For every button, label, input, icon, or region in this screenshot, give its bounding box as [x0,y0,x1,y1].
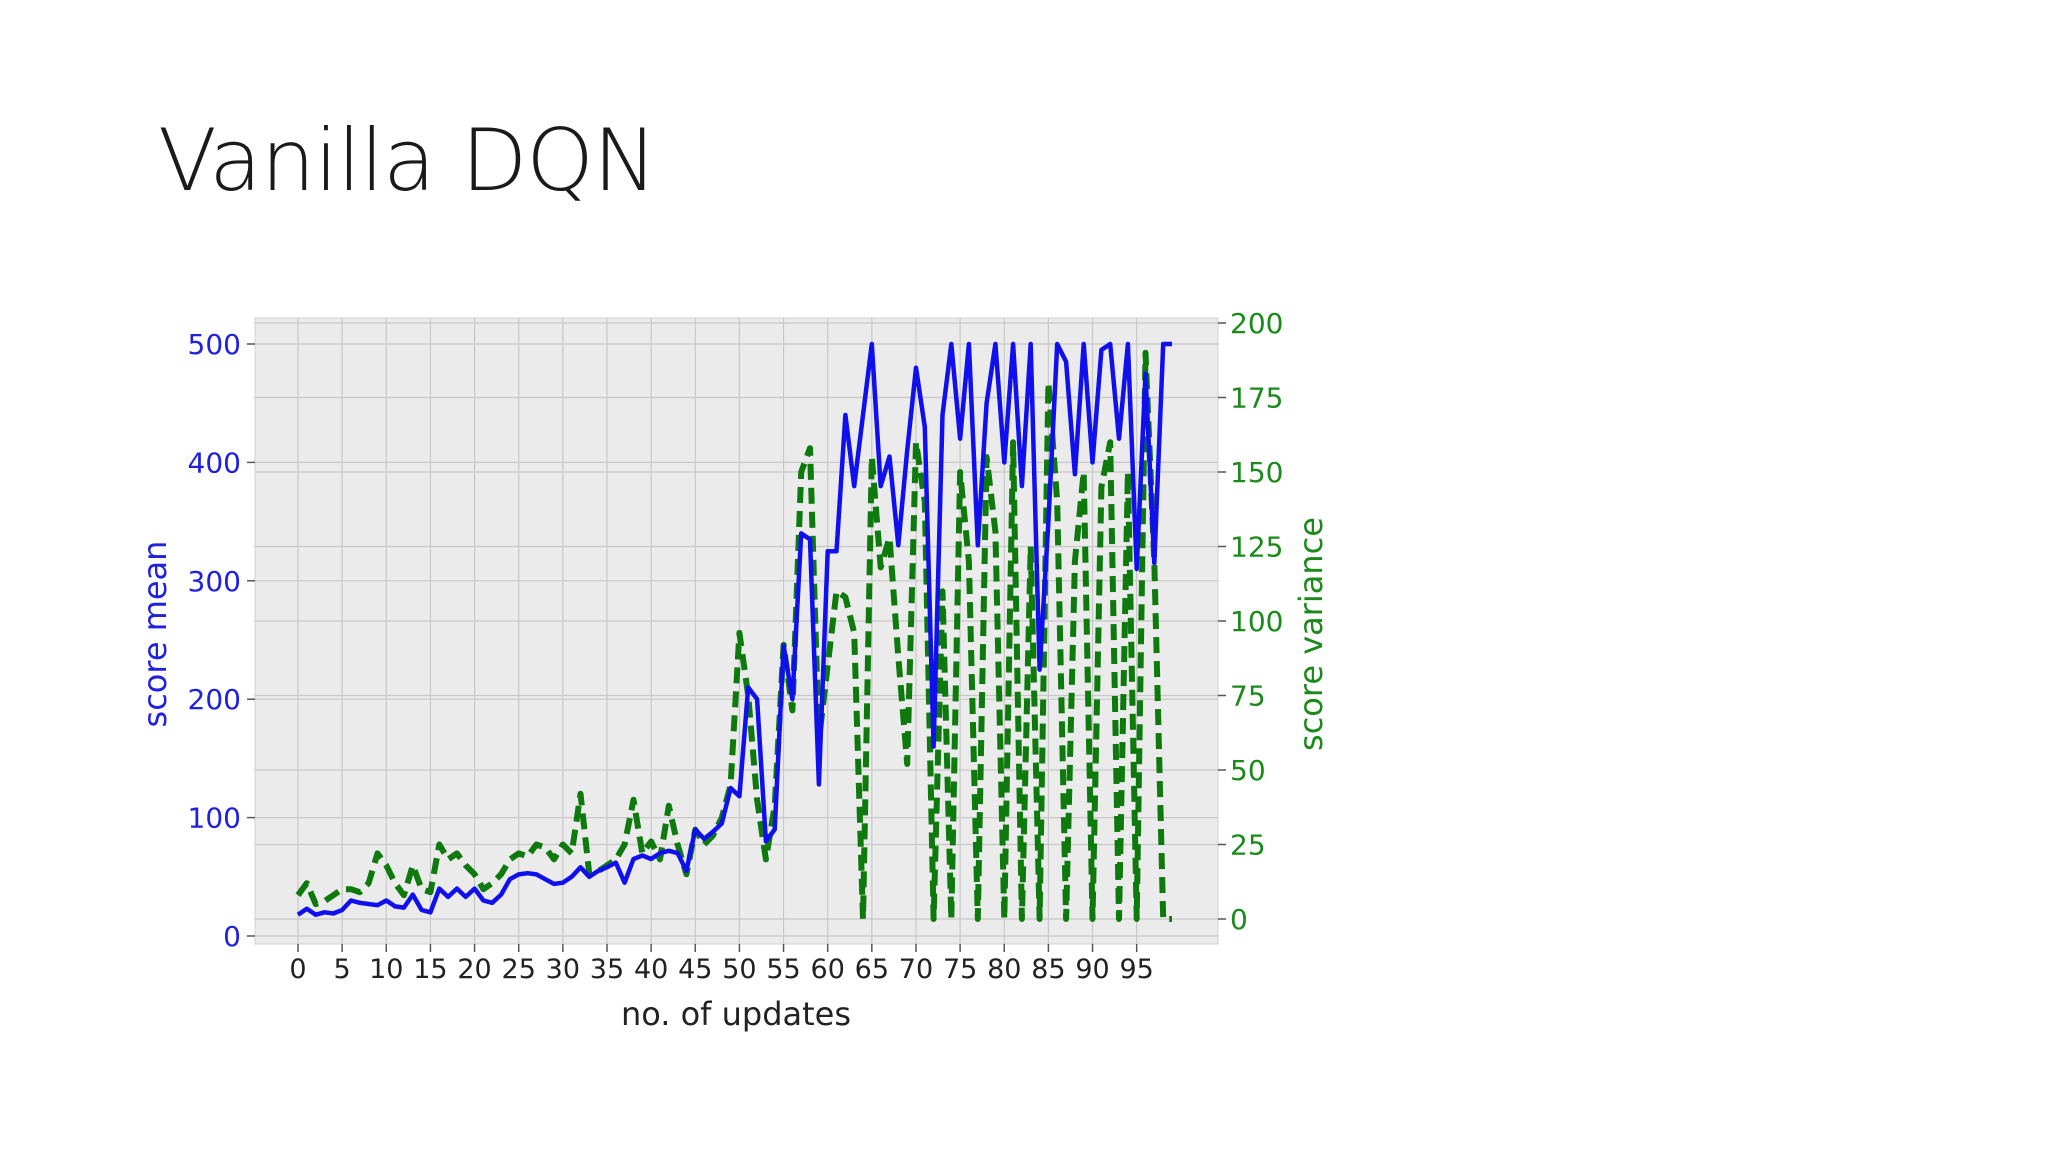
series-line-score-variance [295,349,1172,922]
y-tick-label-left: 0 [223,920,241,953]
y-tick-label-right: 75 [1230,680,1266,713]
y-tick-label-left: 500 [188,328,241,361]
y-tick-label-left: 200 [188,683,241,716]
x-tick-label: 40 [634,954,668,985]
slide-title: Vanilla DQN [158,111,657,211]
y-axis-left-title: score mean [136,541,174,728]
x-tick-label: 55 [766,954,800,985]
y-tick-label-left: 400 [188,446,241,479]
x-tick-label: 0 [289,954,306,985]
x-tick-label: 90 [1075,954,1109,985]
x-tick-label: 30 [546,954,580,985]
x-tick-label: 15 [413,954,447,985]
y-tick-label-right: 50 [1230,754,1266,787]
x-tick-label: 95 [1120,954,1154,985]
y-tick-label-right: 0 [1230,903,1248,936]
y-tick-label-right: 200 [1230,307,1283,340]
y-tick-label-right: 150 [1230,456,1283,489]
y-axis-right: 0 25 50 75 100 125 150 175 200 [1218,307,1283,936]
x-tick-label: 75 [943,954,977,985]
x-tick-label: 80 [987,954,1021,985]
y-tick-label-left: 100 [188,802,241,835]
x-axis-title: no. of updates [621,995,851,1033]
y-tick-label-right: 100 [1230,605,1283,638]
x-tick-label: 65 [855,954,889,985]
y-axis-left: 0 100 200 300 400 500 [188,328,255,953]
x-tick-label: 50 [722,954,756,985]
series-line-score-mean [296,341,1172,917]
x-tick-label: 85 [1031,954,1065,985]
x-tick-label: 5 [334,954,351,985]
x-tick-label: 45 [678,954,712,985]
y-tick-label-right: 25 [1230,829,1266,862]
x-tick-label: 10 [369,954,403,985]
y-tick-label-right: 125 [1230,531,1283,564]
x-tick-label: 25 [502,954,536,985]
y-axis-right-title: score variance [1292,517,1330,751]
x-axis: 0 5 10 15 20 25 30 35 40 45 50 55 60 65 70 75 80 85 90 95 [289,944,1154,985]
x-tick-label: 70 [899,954,933,985]
y-tick-label-left: 300 [188,565,241,598]
x-tick-label: 60 [811,954,845,985]
y-tick-label-right: 175 [1230,382,1283,415]
x-tick-label: 20 [457,954,491,985]
series-layer [295,341,1172,922]
x-tick-label: 35 [590,954,624,985]
